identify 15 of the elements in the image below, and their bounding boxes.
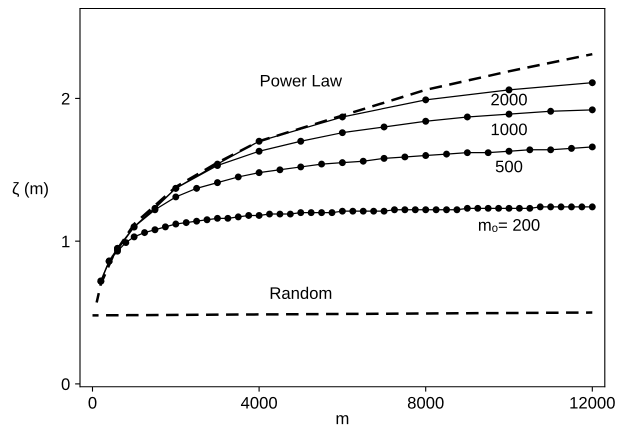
series-label: Random bbox=[270, 286, 332, 300]
y-tick-label: 0 bbox=[62, 378, 70, 390]
series-label: mₒ= 200 bbox=[478, 219, 540, 232]
y-tick-label: 1 bbox=[62, 236, 70, 248]
x-axis-title: m bbox=[336, 415, 348, 424]
series-label: 2000 bbox=[491, 94, 527, 106]
x-tick-label: 0 bbox=[88, 396, 96, 409]
x-tick-label: 8000 bbox=[408, 396, 444, 409]
x-tick-label: 4000 bbox=[240, 396, 277, 409]
y-axis-title: ζ (m) bbox=[12, 182, 48, 198]
x-tick-label: 12000 bbox=[570, 396, 615, 409]
y-tick-label: 2 bbox=[62, 92, 70, 104]
series-label: 1000 bbox=[492, 123, 527, 136]
series-label: Power Law bbox=[260, 74, 342, 87]
series-label: 500 bbox=[496, 160, 522, 172]
